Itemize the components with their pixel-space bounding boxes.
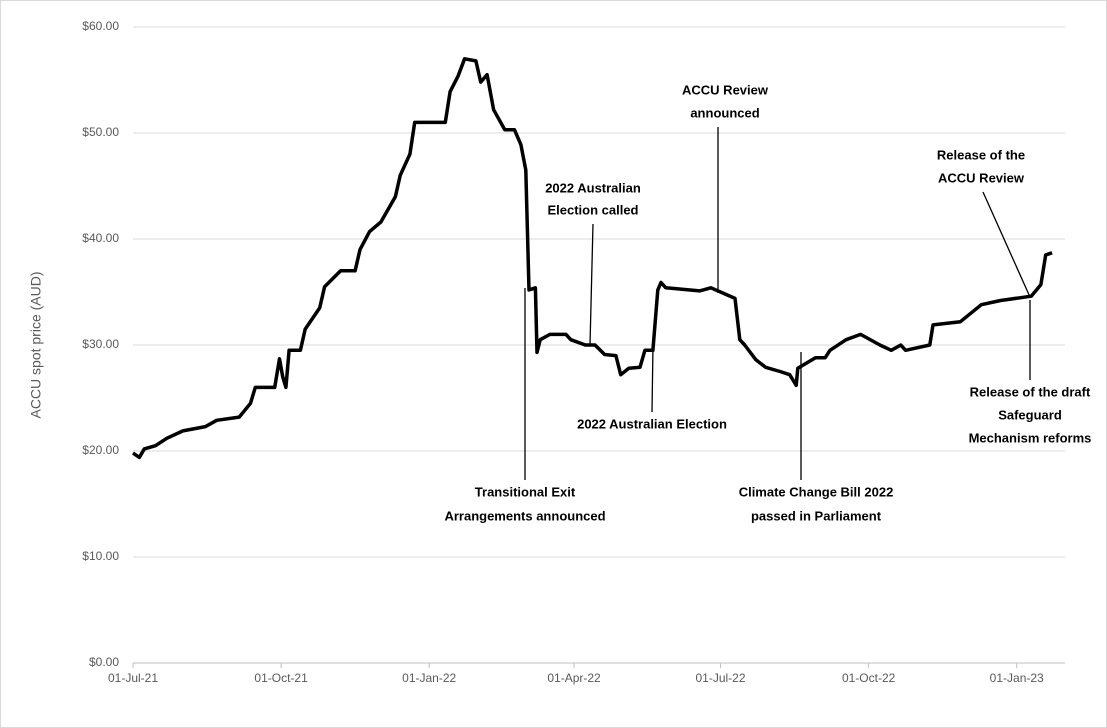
y-tick-label: $0.00 xyxy=(89,655,119,669)
annotation: passed in Parliament xyxy=(751,508,882,523)
x-tick-label: 01-Jan-22 xyxy=(402,671,456,685)
annotation: 2022 Australian xyxy=(545,180,641,195)
y-tick-label: $30.00 xyxy=(82,337,119,351)
y-tick-label: $60.00 xyxy=(82,19,119,33)
annotation: Release of the draft xyxy=(970,384,1091,399)
annotation: Climate Change Bill 2022 xyxy=(739,484,894,499)
annotation: ACCU Review xyxy=(938,170,1025,185)
y-tick-label: $20.00 xyxy=(82,443,119,457)
grid: $0.00 $10.00 $20.00 $30.00 $40.00 $50.00 $60.0… xyxy=(82,19,1065,685)
x-tick-label: 01-Oct-22 xyxy=(842,671,896,685)
annotation: Election called xyxy=(547,202,638,217)
y-tick-label: $50.00 xyxy=(82,125,119,139)
annotation: Arrangements announced xyxy=(444,508,605,523)
annotation: Mechanism reforms xyxy=(969,430,1092,445)
annotation: Transitional Exit xyxy=(475,484,576,499)
y-axis-label: ACCU spot price (AUD) xyxy=(28,271,44,418)
x-tick-label: 01-Jan-23 xyxy=(990,671,1044,685)
annotation: announced xyxy=(690,105,759,120)
price-line xyxy=(132,57,1053,460)
y-tick-label: $10.00 xyxy=(82,549,119,563)
plot xyxy=(132,57,1053,460)
x-tick-label: 01-Jul-22 xyxy=(696,671,746,685)
x-tick-label: 01-Oct-21 xyxy=(254,671,308,685)
annotations: ACCU Review announced 2022 Australian El… xyxy=(444,82,1091,523)
x-tick-label: 01-Apr-22 xyxy=(547,671,601,685)
leader-line xyxy=(589,223,594,346)
annotation: Safeguard xyxy=(998,407,1062,422)
leader-line xyxy=(651,344,654,413)
annotation: 2022 Australian Election xyxy=(577,416,727,431)
annotation: ACCU Review xyxy=(682,82,769,97)
x-tick-label: 01-Jul-21 xyxy=(108,671,158,685)
y-tick-label: $40.00 xyxy=(82,231,119,245)
leader-line xyxy=(982,191,1031,298)
annotation: Release of the xyxy=(937,147,1025,162)
